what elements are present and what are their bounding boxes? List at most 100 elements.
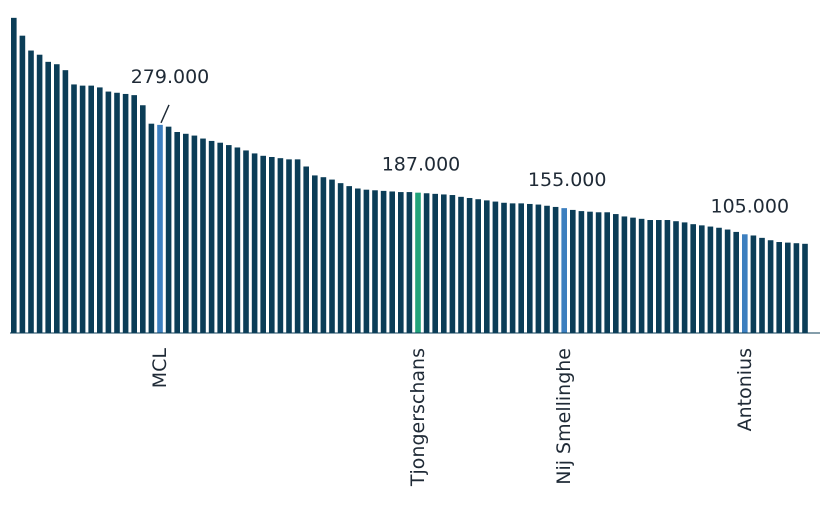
bar [19, 35, 26, 334]
bar [380, 190, 387, 333]
category-label: Antonius [734, 348, 756, 431]
bar [681, 222, 688, 333]
bar [337, 183, 344, 333]
labels-group: 279.000 MCL 187.000 Tjongerschans 155.000 Nij… [131, 66, 789, 487]
bar [294, 159, 301, 333]
category-label: Nij Smellinghe [553, 348, 575, 485]
bar [570, 209, 576, 333]
bar [750, 235, 757, 333]
bar [647, 220, 653, 333]
bar [191, 135, 198, 333]
bar-mcl [157, 124, 163, 334]
bar [355, 188, 361, 333]
bar [79, 85, 86, 333]
bar [54, 64, 60, 333]
bar [372, 190, 378, 333]
bar [303, 166, 309, 333]
bar [776, 242, 782, 333]
bar-antonius [742, 234, 748, 333]
bar [466, 198, 473, 333]
bar [535, 204, 542, 333]
bar [183, 133, 189, 333]
bar [793, 243, 800, 333]
bar [423, 193, 430, 333]
bar [544, 205, 550, 333]
bar [621, 216, 628, 333]
bar [131, 95, 137, 333]
bar [200, 138, 206, 333]
value-label: 187.000 [382, 154, 461, 176]
bars-group [11, 17, 808, 334]
bar [458, 196, 464, 333]
bar [432, 193, 438, 333]
bar [88, 85, 94, 333]
bar [346, 186, 352, 333]
bar [269, 156, 275, 333]
bar [243, 150, 249, 333]
bar [604, 212, 610, 333]
bar [208, 140, 215, 333]
bar [62, 70, 69, 334]
bar [785, 242, 791, 333]
bar [475, 199, 481, 333]
bar [509, 203, 516, 333]
bar [45, 61, 51, 334]
bar [71, 84, 77, 333]
bar [501, 202, 507, 333]
bar [802, 243, 808, 333]
category-label: MCL [149, 348, 171, 389]
bar [690, 224, 696, 333]
bar [11, 17, 17, 334]
bar [484, 200, 490, 333]
bar [28, 50, 34, 333]
bar [389, 191, 395, 333]
bar [148, 123, 155, 333]
value-label: 279.000 [131, 66, 210, 88]
bar [716, 227, 722, 333]
bar [707, 226, 714, 333]
bar [312, 175, 318, 333]
bar [673, 221, 679, 333]
bar [664, 220, 671, 333]
bar [630, 217, 636, 333]
bar [251, 153, 258, 333]
value-label: 105.000 [711, 195, 790, 217]
bar-tjongerschans [415, 192, 421, 333]
bar [226, 145, 232, 333]
value-label: 155.000 [528, 169, 607, 191]
bar [441, 194, 447, 333]
bar [277, 158, 284, 333]
bar [492, 201, 499, 333]
bar [122, 93, 129, 333]
bar [165, 126, 172, 333]
bar [105, 91, 112, 333]
bar [767, 240, 774, 333]
bar [97, 87, 103, 333]
bar [638, 218, 645, 333]
bar [140, 105, 146, 333]
bar [329, 179, 335, 333]
bar [724, 229, 731, 333]
value-label-leader [160, 104, 170, 124]
bar [286, 159, 292, 333]
bar [527, 203, 533, 333]
bar [234, 147, 241, 333]
bar [613, 214, 619, 333]
bar [36, 54, 43, 334]
bar [260, 155, 266, 333]
bar [595, 212, 602, 333]
bar [406, 192, 413, 333]
bar [656, 220, 662, 333]
bar [217, 142, 223, 333]
bar [449, 195, 456, 333]
bar [733, 231, 739, 333]
bar [759, 237, 765, 333]
bar [552, 206, 559, 333]
bar [114, 92, 120, 333]
bar-nij-smellinghe [561, 208, 567, 334]
category-label: Tjongerschans [407, 348, 429, 487]
bar [518, 203, 524, 333]
bar [578, 211, 585, 333]
bar [320, 177, 327, 333]
